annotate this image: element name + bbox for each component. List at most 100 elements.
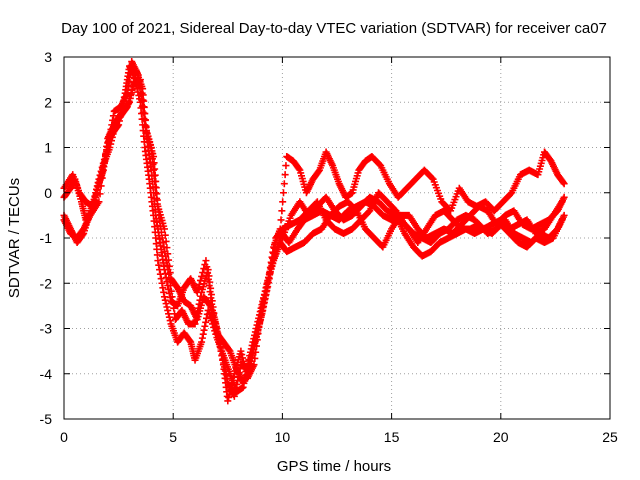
data-point xyxy=(152,184,160,192)
data-point xyxy=(167,287,175,295)
data-point xyxy=(279,198,287,206)
data-point xyxy=(138,89,146,97)
y-tick-label: 2 xyxy=(44,94,52,110)
data-point xyxy=(260,302,268,310)
data-point xyxy=(136,84,144,92)
data-point xyxy=(254,327,262,335)
data-point xyxy=(207,305,215,313)
data-point xyxy=(96,190,104,198)
data-point xyxy=(98,174,106,182)
data-point xyxy=(206,302,214,310)
data-point xyxy=(256,317,264,325)
data-point xyxy=(560,211,568,219)
series-track-a xyxy=(60,62,568,396)
data-point xyxy=(164,306,172,314)
data-point xyxy=(99,159,107,167)
data-point xyxy=(139,96,147,104)
data-point xyxy=(558,216,566,224)
data-point xyxy=(560,193,568,201)
data-point xyxy=(166,317,174,325)
data-point xyxy=(209,312,217,320)
data-point xyxy=(278,207,286,215)
data-point xyxy=(161,296,169,304)
data-point xyxy=(204,266,212,274)
data-point xyxy=(162,237,170,245)
data-point xyxy=(255,320,263,328)
data-point xyxy=(165,313,173,321)
data-point xyxy=(91,192,99,200)
data-point xyxy=(217,347,225,355)
data-point xyxy=(103,142,111,150)
data-point xyxy=(141,116,149,124)
x-tick-label: 10 xyxy=(275,429,291,445)
data-point xyxy=(277,216,285,224)
data-point xyxy=(428,174,436,182)
data-point xyxy=(250,345,258,353)
data-point xyxy=(95,198,103,206)
x-axis-ticks: 0 5 10 15 20 25 xyxy=(60,57,618,445)
data-point xyxy=(164,250,172,258)
data-point xyxy=(161,231,169,239)
data-point xyxy=(150,159,158,167)
data-point xyxy=(198,334,206,342)
data-point xyxy=(232,384,240,392)
series-track-e xyxy=(278,193,566,260)
data-point xyxy=(198,272,206,280)
data-point xyxy=(224,397,232,405)
x-tick-label: 20 xyxy=(493,429,509,445)
data-point xyxy=(158,279,166,287)
data-point xyxy=(154,257,162,265)
data-point xyxy=(95,175,103,183)
data-point xyxy=(248,353,256,361)
data-point xyxy=(153,196,161,204)
data-point xyxy=(155,261,163,269)
data-point xyxy=(231,388,239,396)
data-point xyxy=(280,180,288,188)
data-point xyxy=(165,310,173,318)
data-point xyxy=(238,351,246,359)
data-point xyxy=(252,334,260,342)
data-point xyxy=(281,171,289,179)
data-point xyxy=(262,291,270,299)
data-point xyxy=(270,244,278,252)
data-point xyxy=(268,259,276,267)
data-point xyxy=(222,371,230,379)
y-tick-label: -3 xyxy=(40,321,53,337)
data-point xyxy=(157,275,165,283)
data-point xyxy=(264,283,272,291)
data-point xyxy=(150,153,158,161)
data-point xyxy=(153,190,161,198)
data-point xyxy=(210,315,218,323)
data-point xyxy=(166,269,174,277)
data-point xyxy=(265,275,273,283)
data-point xyxy=(253,330,261,338)
data-point xyxy=(151,171,159,179)
y-tick-label: 0 xyxy=(44,185,52,201)
data-point xyxy=(186,337,194,345)
data-point xyxy=(141,110,149,118)
data-point xyxy=(269,249,277,257)
data-point xyxy=(258,310,266,318)
y-axis-ticks: -5 -4 -3 -2 -1 0 1 2 3 xyxy=(40,49,610,427)
data-point xyxy=(136,76,144,84)
data-point xyxy=(151,165,159,173)
y-tick-label: -5 xyxy=(40,411,53,427)
data-point xyxy=(208,309,216,317)
data-point xyxy=(140,103,148,111)
data-point xyxy=(259,306,267,314)
data-point xyxy=(201,322,209,330)
y-tick-label: 3 xyxy=(44,49,52,65)
data-point xyxy=(203,314,211,322)
data-point xyxy=(168,293,176,301)
data-point xyxy=(137,82,145,90)
data-point xyxy=(170,304,178,312)
data-point xyxy=(230,392,238,400)
data-point xyxy=(225,394,233,402)
y-axis-label: SDTVAR / TECUs xyxy=(6,178,23,298)
data-point xyxy=(165,262,173,270)
data-point xyxy=(221,367,229,375)
data-point xyxy=(210,319,218,327)
data-point xyxy=(97,182,105,190)
data-point xyxy=(251,338,259,346)
x-tick-label: 5 xyxy=(169,429,177,445)
